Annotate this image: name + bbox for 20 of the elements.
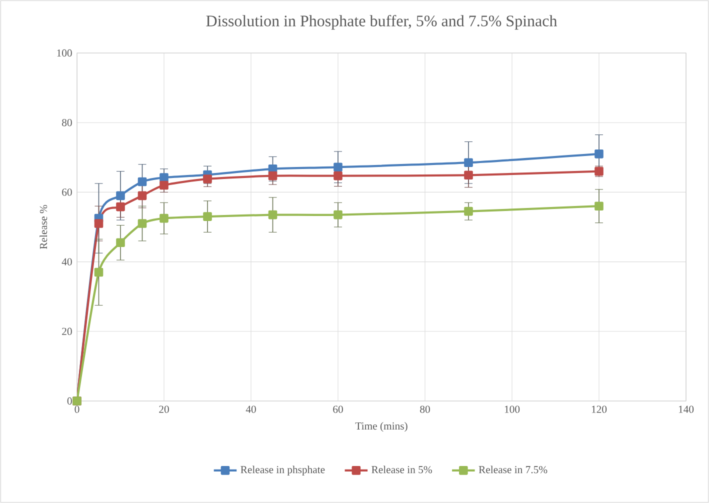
x-tick-label: 100 xyxy=(504,406,520,413)
legend-label: Release in 5% xyxy=(372,466,432,474)
x-axis-title: Time (mins) xyxy=(355,422,408,432)
y-axis-title: Release % xyxy=(40,205,48,250)
legend-label: Release in phsphate xyxy=(240,466,325,476)
x-tick-label: 20 xyxy=(159,406,169,413)
chart-title: Dissolution in Phosphate buffer, 5% and 7.5% Spinach xyxy=(206,14,558,30)
x-tick-label: 120 xyxy=(592,406,607,413)
x-tick-label: 60 xyxy=(333,406,343,413)
x-tick-label: 0 xyxy=(74,406,80,413)
x-tick-label: 80 xyxy=(420,406,430,413)
y-tick-label: 40 xyxy=(62,258,72,266)
x-tick-label: 40 xyxy=(246,406,256,413)
y-tick-label: 0 xyxy=(67,397,72,405)
legend-label: Release in 7.5% xyxy=(478,466,548,474)
x-tick-label: 140 xyxy=(678,406,694,413)
y-tick-label: 60 xyxy=(62,188,72,196)
y-tick-label: 100 xyxy=(57,49,72,57)
y-tick-label: 80 xyxy=(62,119,72,126)
y-tick-label: 20 xyxy=(62,328,72,335)
